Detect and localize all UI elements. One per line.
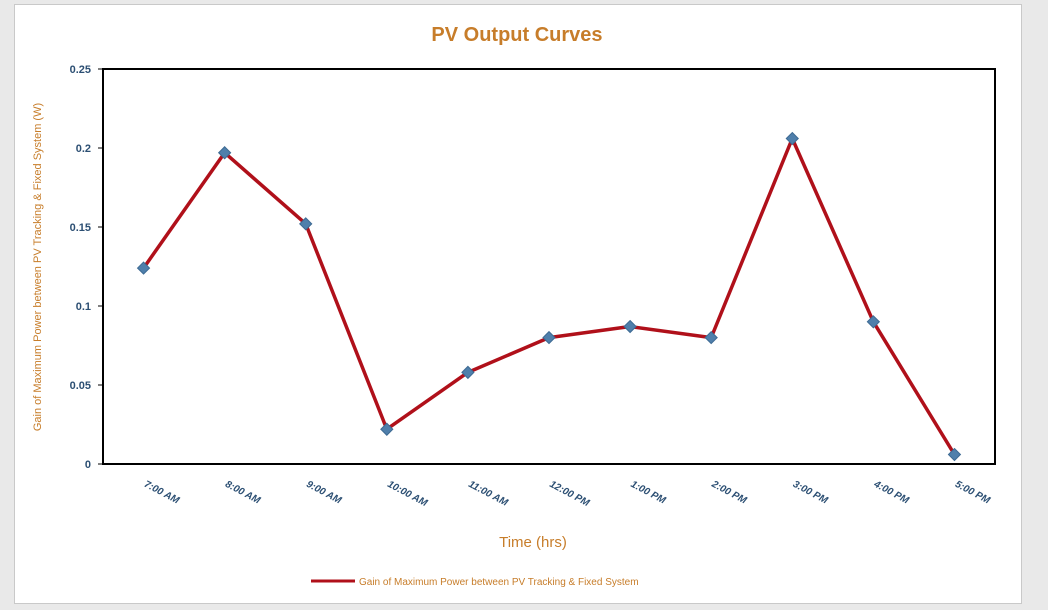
chart-title: PV Output Curves bbox=[431, 24, 602, 46]
data-point bbox=[785, 131, 799, 146]
y-axis-ticks: 0 0.05 0.1 0.15 0.2 0.25 bbox=[70, 64, 103, 471]
x-tick-label: 3:00 PM bbox=[791, 479, 830, 507]
data-point bbox=[217, 146, 232, 160]
legend-label: Gain of Maximum Power between PV Trackin… bbox=[359, 577, 639, 588]
pv-output-chart: PV Output Curves 0 0.05 0.1 0.15 0.2 0.25 7:0… bbox=[32, 24, 996, 588]
x-tick-label: 11:00 AM bbox=[467, 479, 511, 509]
plot-area bbox=[102, 68, 996, 465]
y-tick-label: 0.05 bbox=[70, 380, 91, 392]
y-axis-title: Gain of Maximum Power between PV Trackin… bbox=[32, 103, 44, 431]
series-layer bbox=[136, 131, 962, 462]
data-point bbox=[461, 365, 475, 380]
data-point bbox=[947, 447, 962, 462]
data-point bbox=[136, 261, 151, 275]
x-tick-label: 9:00 AM bbox=[304, 479, 343, 507]
data-point bbox=[542, 330, 556, 345]
x-tick-label: 8:00 AM bbox=[223, 479, 262, 507]
x-tick-label: 2:00 PM bbox=[709, 478, 749, 506]
data-point bbox=[623, 319, 637, 334]
data-point bbox=[299, 217, 313, 231]
legend: Gain of Maximum Power between PV Trackin… bbox=[311, 577, 639, 588]
x-tick-label: 12:00 PM bbox=[548, 479, 592, 509]
x-tick-label: 5:00 PM bbox=[953, 479, 992, 507]
data-point bbox=[704, 330, 718, 345]
data-point bbox=[380, 422, 394, 436]
y-tick-label: 0.1 bbox=[76, 301, 91, 313]
x-axis-ticks: 7:00 AM 8:00 AM 9:00 AM 10:00 AM 11:00 AM 12:… bbox=[142, 478, 992, 509]
y-tick-label: 0 bbox=[85, 459, 91, 471]
y-tick-label: 0.15 bbox=[70, 222, 91, 234]
data-point bbox=[866, 315, 881, 329]
x-tick-label: 7:00 AM bbox=[142, 479, 181, 507]
x-axis-title: Time (hrs) bbox=[499, 534, 567, 551]
y-tick-label: 0.2 bbox=[76, 143, 91, 155]
x-tick-label: 4:00 PM bbox=[871, 478, 911, 506]
x-tick-label: 10:00 AM bbox=[385, 479, 429, 509]
y-tick-label: 0.25 bbox=[70, 64, 91, 76]
chart-frame: PV Output Curves 0 0.05 0.1 0.15 0.2 0.25 7:0… bbox=[14, 4, 1022, 604]
x-tick-label: 1:00 PM bbox=[629, 479, 668, 507]
